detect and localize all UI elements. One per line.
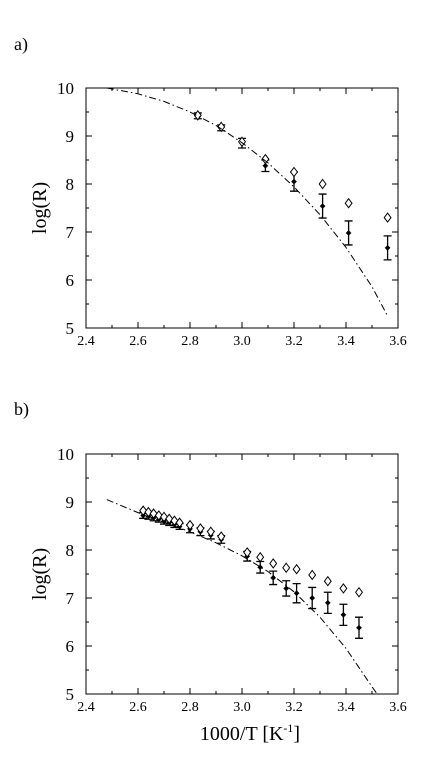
x-axis-title-main: 1000/T [K: [200, 723, 284, 745]
open-diamond-point: [193, 110, 202, 121]
y-tick-label: 9: [66, 127, 75, 146]
chart-panel-b: b) 2.4 2.6 2.8 3.0 3.2 3.4 3.6 5 6 7 8 9 10 log(R) 1000…: [14, 399, 407, 745]
open-diamond-point: [323, 575, 332, 587]
open-diamond-point: [196, 523, 205, 534]
x-axis-title: 1000/T [K-1]: [200, 721, 300, 745]
fit-curve: [106, 87, 389, 317]
open-diamond-point: [269, 558, 278, 569]
y-tick-label: 6: [66, 271, 75, 290]
open-diamond-point: [206, 526, 215, 538]
open-diamond-point: [355, 586, 363, 598]
plot-frame: [85, 87, 399, 329]
y-tick-label: 5: [66, 685, 75, 704]
y-tick-label: 7: [66, 223, 75, 242]
filled-diamond-point: [340, 611, 347, 618]
x-tick-label: 2.6: [129, 700, 147, 715]
y-tick-label: 8: [66, 541, 75, 560]
open-diamond-point: [186, 519, 194, 531]
filled-diamond-point: [345, 230, 352, 236]
filled-diamond-point: [356, 624, 362, 631]
y-tick-label: 6: [66, 637, 75, 656]
open-diamond-point: [292, 563, 301, 575]
filled-diamond-point: [257, 564, 264, 571]
y-axis-title: log(R): [29, 548, 51, 600]
open-diamond-point: [217, 531, 226, 542]
plot-frame: [85, 453, 399, 695]
open-diamond-point: [139, 505, 148, 516]
x-tick-label: 3.4: [337, 700, 355, 715]
open-diamond-point: [175, 517, 184, 528]
filled-diamond-point: [319, 203, 326, 210]
open-diamond-point: [344, 197, 353, 209]
x-tick-label: 3.6: [389, 334, 407, 349]
x-tick-label: 2.6: [129, 334, 147, 349]
open-diamond-point: [282, 562, 291, 574]
filled-diamond-point: [324, 599, 331, 606]
x-tick-label: 2.4: [77, 700, 95, 715]
fit-curve: [106, 499, 378, 695]
x-tick-label: 3.0: [233, 700, 251, 715]
y-tick-label: 9: [66, 493, 75, 512]
y-tick-label: 10: [57, 445, 74, 464]
y-tick-label: 10: [57, 79, 74, 98]
x-tick-label: 3.2: [285, 334, 303, 349]
open-diamond-point: [383, 212, 392, 223]
open-diamond-point: [154, 510, 163, 521]
chart-panel-a: a) 2.4 2.6 2.8 3.0 3.2 3.4 3.6 5 6 7 8 9 10 log(R): [14, 34, 407, 349]
filled-diamond-point: [291, 178, 297, 185]
x-tick-label: 2.8: [181, 334, 199, 349]
x-axis-title-exponent: -1: [283, 721, 293, 735]
open-diamond-point: [339, 583, 348, 594]
open-diamond-point: [243, 547, 252, 558]
x-tick-label: 3.6: [389, 700, 407, 715]
filled-diamond-point: [270, 574, 277, 581]
filled-diamond-point: [293, 590, 300, 597]
filled-diamond-point: [262, 162, 269, 169]
open-diamond-point: [308, 569, 317, 581]
x-tick-label: 2.4: [77, 334, 95, 349]
filled-diamond-point: [309, 595, 316, 601]
open-diamond-point: [318, 178, 327, 190]
filled-diamond-point: [283, 585, 290, 592]
open-diamond-point: [217, 121, 226, 133]
open-diamond-point: [261, 153, 270, 165]
panel-label: a): [14, 34, 28, 55]
x-axis-title-close: ]: [293, 723, 300, 745]
panel-label: b): [14, 399, 29, 420]
x-tick-label: 2.8: [181, 700, 199, 715]
y-axis-title: log(R): [29, 182, 51, 234]
x-tick-label: 3.0: [233, 334, 251, 349]
open-diamond-point: [256, 551, 265, 563]
x-tick-label: 3.2: [285, 700, 303, 715]
y-tick-label: 8: [66, 175, 75, 194]
open-diamond-point: [290, 166, 298, 178]
x-tick-label: 3.4: [337, 334, 355, 349]
filled-diamond-point: [384, 244, 391, 251]
y-tick-label: 7: [66, 589, 75, 608]
y-tick-label: 5: [66, 319, 75, 338]
